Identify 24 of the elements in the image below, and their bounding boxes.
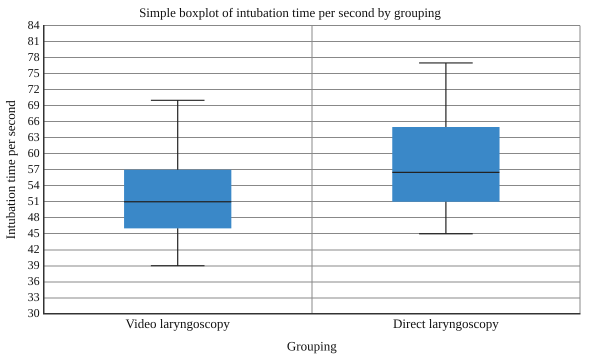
y-tick-label: 72 (28, 82, 40, 96)
y-tick-label: 60 (28, 146, 40, 160)
x-axis-title: Grouping (286, 338, 338, 354)
y-tick-label: 36 (28, 274, 40, 288)
y-tick-label: 69 (28, 98, 40, 112)
chart-title: Simple boxplot of intubation time per second by grouping (139, 5, 442, 20)
y-tick-label: 81 (28, 34, 40, 48)
y-tick-label: 84 (28, 18, 40, 32)
y-axis-title: Intubation time per second (3, 100, 18, 240)
x-tick-label: Direct laryngoscopy (393, 316, 500, 332)
y-tick-label: 54 (28, 178, 40, 192)
y-tick-label: 33 (28, 290, 40, 304)
y-tick-label: 42 (28, 242, 40, 256)
y-tick-label: 78 (28, 50, 40, 64)
y-tick-label: 57 (28, 162, 40, 176)
y-tick-label: 51 (28, 194, 40, 208)
y-tick-label: 75 (28, 66, 40, 80)
y-tick-label: 48 (28, 210, 40, 224)
x-tick-label: Video laryngoscopy (126, 316, 230, 332)
y-tick-label: 63 (28, 130, 40, 144)
y-tick-label: 45 (28, 226, 40, 240)
y-tick-label: 30 (28, 306, 40, 320)
y-tick-label: 39 (28, 258, 40, 272)
y-tick-label: 66 (28, 114, 40, 128)
